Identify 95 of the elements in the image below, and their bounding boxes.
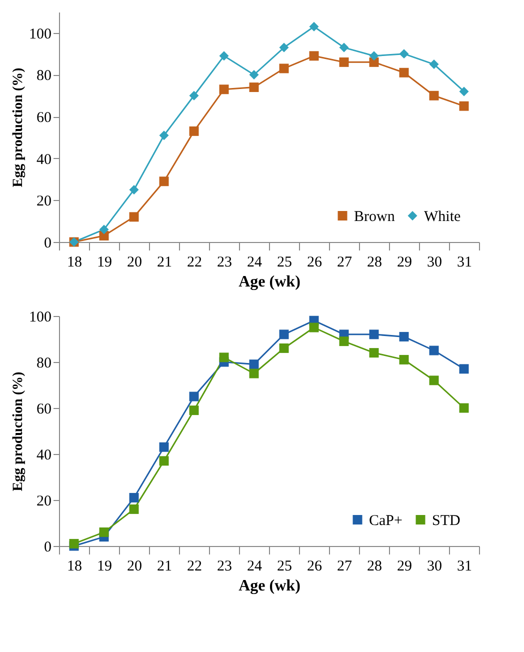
y-axis-title: Egg production (%) — [11, 371, 26, 492]
x-tick-label: 27 — [337, 558, 352, 574]
point — [399, 354, 409, 364]
point — [249, 368, 259, 378]
y-axis-title: Egg production (%) — [11, 67, 26, 188]
point — [279, 64, 289, 74]
legend-label: Brown — [354, 208, 396, 225]
x-tick-label: 25 — [277, 558, 292, 574]
point — [399, 68, 409, 78]
x-tick-label: 24 — [247, 558, 262, 574]
legend-label: STD — [432, 512, 461, 529]
point — [249, 70, 259, 80]
x-axis-title: Age (wk) — [238, 578, 300, 594]
point — [159, 130, 169, 140]
x-tick-label: 18 — [67, 558, 82, 574]
x-tick-label: 22 — [187, 254, 202, 270]
point — [399, 332, 409, 342]
x-tick-label: 28 — [367, 558, 382, 574]
legend-label: CaP+ — [369, 512, 402, 529]
y-tick-label: 40 — [36, 152, 52, 168]
x-tick-label: 30 — [427, 558, 442, 574]
point — [309, 22, 319, 32]
x-axis-title: Age (wk) — [238, 274, 300, 290]
point — [189, 392, 199, 402]
x-tick-label: 25 — [277, 254, 292, 270]
point — [339, 336, 349, 346]
point — [69, 538, 79, 548]
point — [429, 376, 439, 386]
y-tick-label: 100 — [29, 310, 52, 326]
x-tick-label: 23 — [217, 254, 232, 270]
x-tick-label: 21 — [157, 558, 172, 574]
point — [429, 60, 439, 70]
x-tick-label: 21 — [157, 254, 172, 270]
y-tick-label: 100 — [29, 26, 52, 42]
point — [189, 406, 199, 416]
legend-label: White — [424, 208, 461, 225]
y-tick-label: 80 — [36, 68, 52, 84]
x-tick-label: 19 — [97, 254, 112, 270]
x-tick-label: 28 — [367, 254, 382, 270]
y-tick-label: 60 — [36, 110, 52, 126]
point — [129, 504, 139, 514]
point — [429, 90, 439, 100]
x-tick-label: 29 — [397, 254, 412, 270]
point — [249, 82, 259, 92]
point — [459, 403, 469, 413]
y-tick-label: 20 — [36, 194, 52, 210]
x-tick-label: 30 — [427, 254, 442, 270]
y-tick-label: 20 — [36, 494, 52, 510]
x-tick-label: 19 — [97, 558, 112, 574]
point — [279, 330, 289, 340]
point — [189, 126, 199, 136]
point — [309, 51, 319, 61]
point — [159, 456, 169, 466]
point — [129, 492, 139, 502]
point — [129, 184, 139, 194]
x-tick-label: 18 — [67, 254, 82, 270]
point — [219, 352, 229, 362]
point — [369, 51, 379, 61]
point — [279, 343, 289, 353]
point — [309, 322, 319, 332]
point — [369, 330, 379, 340]
point — [219, 84, 229, 94]
x-tick-label: 26 — [307, 254, 322, 270]
y-tick-label: 40 — [36, 448, 52, 464]
x-tick-label: 26 — [307, 558, 322, 574]
point — [459, 364, 469, 374]
point — [339, 57, 349, 67]
point — [429, 346, 439, 356]
x-tick-label: 27 — [337, 254, 352, 270]
x-tick-label: 20 — [127, 558, 142, 574]
point — [249, 360, 259, 370]
point — [219, 51, 229, 61]
point — [129, 212, 139, 222]
point — [159, 442, 169, 452]
point — [99, 224, 109, 234]
point — [99, 527, 109, 537]
point — [399, 49, 409, 59]
x-tick-label: 31 — [457, 254, 472, 270]
y-tick-label: 80 — [36, 356, 52, 372]
x-tick-label: 29 — [397, 558, 412, 574]
x-tick-label: 23 — [217, 558, 232, 574]
point — [339, 42, 349, 52]
x-tick-label: 31 — [457, 558, 472, 574]
y-tick-label: 60 — [36, 402, 52, 418]
y-tick-label: 0 — [44, 236, 52, 252]
point — [459, 86, 469, 96]
y-tick-label: 0 — [44, 540, 52, 556]
point — [159, 176, 169, 186]
x-tick-label: 20 — [127, 254, 142, 270]
x-tick-label: 22 — [187, 558, 202, 574]
point — [279, 42, 289, 52]
point — [459, 101, 469, 111]
point — [189, 90, 199, 100]
point — [369, 348, 379, 358]
x-tick-label: 24 — [247, 254, 262, 270]
